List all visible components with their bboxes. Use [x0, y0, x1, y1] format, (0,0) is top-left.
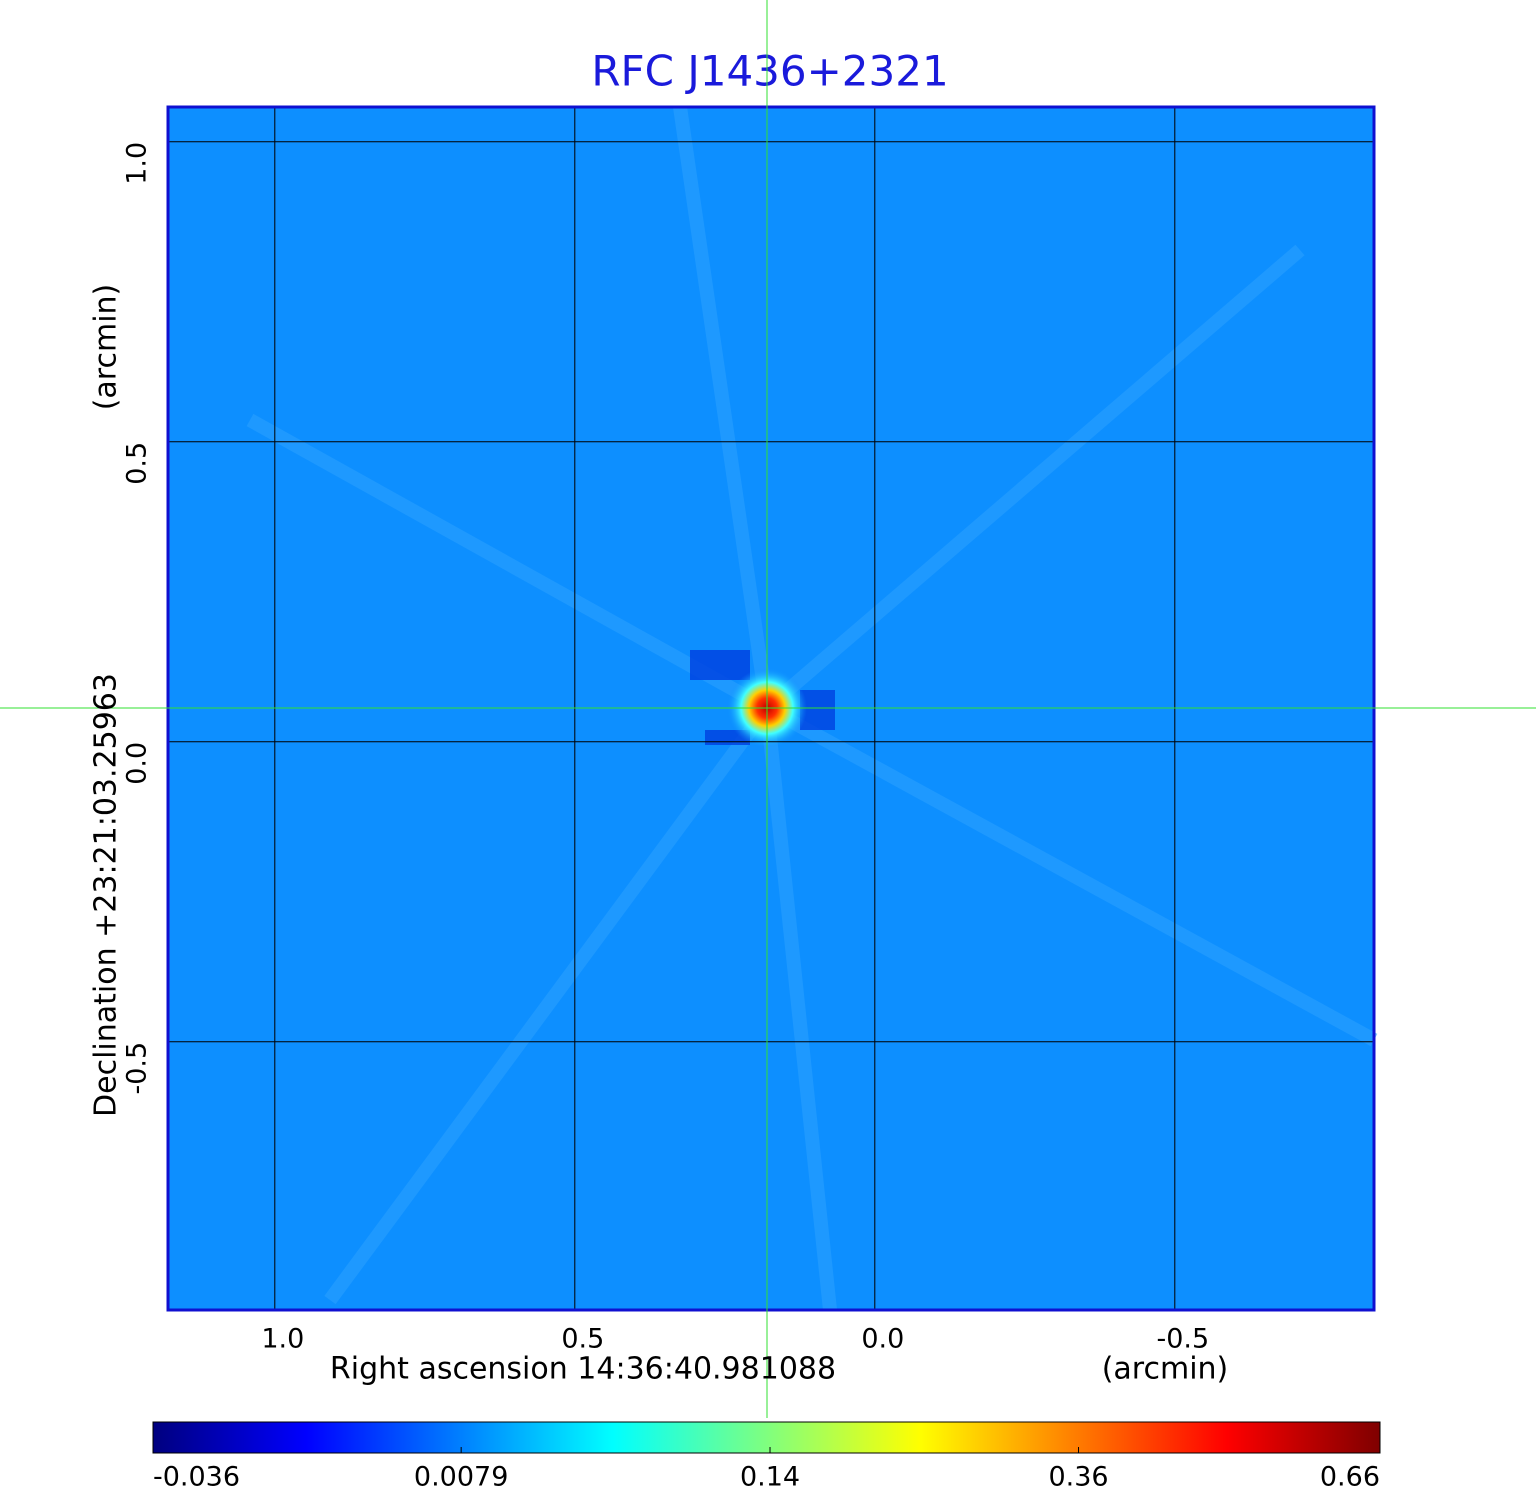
- x-tick-label: -0.5: [1156, 1324, 1209, 1355]
- image-streaks: [246, 105, 1378, 1311]
- x-tick-label: 0.0: [861, 1324, 904, 1355]
- y-tick-label: 1.0: [122, 142, 153, 185]
- x-tick-label: 0.5: [561, 1324, 604, 1355]
- colorbar: [152, 1421, 1381, 1454]
- y-tick-label: 0.0: [122, 742, 153, 785]
- colorbar-tick-label: -0.036: [153, 1462, 240, 1493]
- y-tick-label: -0.5: [122, 1042, 153, 1095]
- y-axis-unit: (arcmin): [89, 284, 124, 411]
- x-tick-label: 1.0: [261, 1324, 304, 1355]
- chart-title: RFC J1436+2321: [591, 47, 948, 96]
- colorbar-tick-label: 0.66: [1320, 1462, 1380, 1493]
- colorbar-tick-label: 0.0079: [414, 1462, 508, 1493]
- y-tick-label: 0.5: [122, 442, 153, 485]
- colorbar-tick-label: 0.14: [740, 1462, 800, 1493]
- colorbar-tick-label: 0.36: [1048, 1462, 1108, 1493]
- x-axis-label: Right ascension 14:36:40.981088: [330, 1352, 836, 1387]
- x-axis-unit: (arcmin): [1102, 1352, 1229, 1387]
- y-axis-label: Declination +23:21:03.25963: [89, 673, 124, 1117]
